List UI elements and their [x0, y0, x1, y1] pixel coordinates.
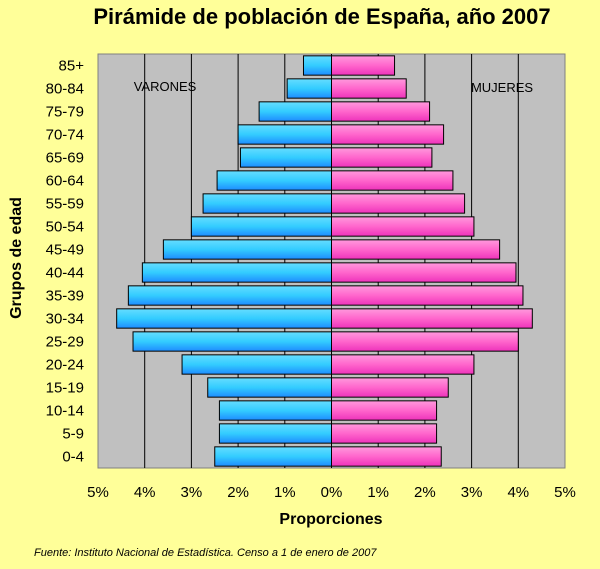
age-group-label: 85+ [59, 58, 85, 75]
bar-varones-85+ [302, 55, 333, 76]
bar-varones-35-39 [127, 285, 332, 306]
bar-mujeres-40-44 [331, 262, 517, 283]
bar-mujeres-75-79 [331, 101, 431, 122]
bar-varones-5-9 [218, 423, 332, 444]
bar-mujeres-30-34 [331, 308, 533, 329]
x-tick-label: 2% [414, 484, 436, 501]
y-axis-title: Grupos de edad [8, 197, 25, 319]
bar-mujeres-5-9 [331, 423, 438, 444]
bar-varones-70-74 [237, 124, 333, 145]
bar-mujeres-65-69 [331, 147, 433, 168]
age-group-label: 55-59 [46, 196, 84, 213]
bar-mujeres-55-59 [331, 193, 466, 214]
age-group-label: 0-4 [62, 449, 84, 466]
bar-varones-75-79 [258, 101, 332, 122]
bar-varones-30-34 [116, 308, 333, 329]
bar-varones-45-49 [162, 239, 332, 260]
bar-mujeres-45-49 [331, 239, 501, 260]
bar-mujeres-50-54 [331, 216, 475, 237]
bar-mujeres-70-74 [331, 124, 445, 145]
age-group-label: 50-54 [46, 219, 84, 236]
x-tick-label: 2% [227, 484, 249, 501]
age-group-label: 65-69 [46, 150, 84, 167]
age-group-label: 10-14 [46, 403, 84, 420]
age-group-label: 70-74 [46, 127, 84, 144]
bar-varones-40-44 [141, 262, 332, 283]
bar-varones-80-84 [286, 78, 333, 99]
x-tick-label: 1% [367, 484, 389, 501]
x-tick-label: 5% [87, 484, 109, 501]
x-tick-label: 0% [321, 484, 343, 501]
age-group-label: 75-79 [46, 104, 84, 121]
source-note: Fuente: Instituto Nacional de Estadístic… [34, 547, 377, 559]
bar-varones-25-29 [132, 331, 332, 352]
bar-mujeres-20-24 [331, 354, 475, 375]
x-axis-title: Proporciones [279, 511, 382, 528]
age-group-label: 60-64 [46, 173, 84, 190]
age-group-label: 45-49 [46, 242, 84, 259]
bar-varones-15-19 [207, 377, 332, 398]
bar-varones-10-14 [218, 400, 332, 421]
bar-mujeres-15-19 [331, 377, 449, 398]
age-group-label: 25-29 [46, 334, 84, 351]
bar-varones-50-54 [190, 216, 332, 237]
x-tick-label: 4% [134, 484, 156, 501]
label-varones: VARONES [134, 79, 197, 94]
bar-mujeres-80-84 [331, 78, 407, 99]
bar-varones-20-24 [181, 354, 332, 375]
x-tick-label: 5% [554, 484, 576, 501]
age-group-label: 15-19 [46, 380, 84, 397]
age-group-label: 40-44 [46, 265, 84, 282]
x-tick-label: 4% [507, 484, 529, 501]
bar-mujeres-25-29 [331, 331, 519, 352]
label-mujeres: MUJERES [471, 80, 533, 95]
age-group-label: 80-84 [46, 81, 84, 98]
bar-varones-0-4 [214, 446, 332, 467]
bar-varones-55-59 [202, 193, 332, 214]
age-group-label: 20-24 [46, 357, 84, 374]
age-group-label: 5-9 [62, 426, 84, 443]
bar-mujeres-85+ [331, 55, 396, 76]
bar-varones-60-64 [216, 170, 333, 191]
chart-title: Pirámide de población de España, año 200… [93, 4, 550, 29]
bar-varones-65-69 [239, 147, 332, 168]
age-group-label: 30-34 [46, 311, 84, 328]
x-tick-label: 3% [181, 484, 203, 501]
bar-mujeres-0-4 [331, 446, 442, 467]
bar-mujeres-60-64 [331, 170, 454, 191]
bar-mujeres-10-14 [331, 400, 438, 421]
x-tick-label: 1% [274, 484, 296, 501]
bar-mujeres-35-39 [331, 285, 524, 306]
x-tick-label: 3% [461, 484, 483, 501]
age-group-label: 35-39 [46, 288, 84, 305]
